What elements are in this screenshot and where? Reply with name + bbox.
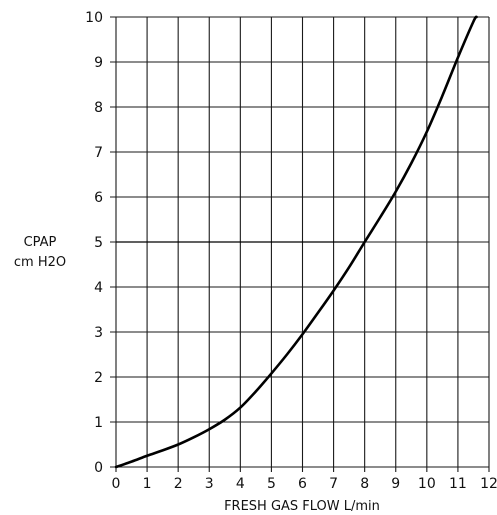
cpap-curve-line-0 [114, 15, 478, 469]
y-tick-label-0: 0 [94, 460, 103, 476]
x-tick-labels: 0 1 2 3 4 5 6 7 8 9 10 11 12 [112, 476, 497, 492]
x-tick-label-12: 12 [480, 476, 497, 492]
x-tick-label-10: 10 [418, 476, 436, 492]
grid-layer [110, 16, 490, 472]
x-tick-label-3: 3 [205, 476, 214, 492]
x-axis-title: FRESH GAS FLOW L/min [224, 499, 380, 514]
y-tick-label-2: 2 [94, 370, 103, 386]
y-tick-label-6: 6 [94, 190, 103, 206]
x-tick-label-11: 11 [449, 476, 467, 492]
y-tick-label-8: 8 [94, 100, 103, 116]
x-tick-label-8: 8 [360, 476, 369, 492]
y-tick-label-7: 7 [94, 145, 103, 161]
y-axis-title-line-1: CPAP [24, 235, 57, 250]
x-tick-label-4: 4 [236, 476, 245, 492]
y-tick-label-10: 10 [85, 10, 103, 26]
x-tick-label-0: 0 [112, 476, 121, 492]
series-layer [114, 15, 478, 469]
x-tick-label-2: 2 [174, 476, 183, 492]
x-tick-label-6: 6 [298, 476, 307, 492]
y-tick-label-9: 9 [94, 55, 103, 71]
y-tick-label-3: 3 [94, 325, 103, 341]
x-tick-label-9: 9 [391, 476, 400, 492]
x-tick-label-7: 7 [329, 476, 338, 492]
y-tick-label-1: 1 [94, 415, 103, 431]
x-tick-label-1: 1 [143, 476, 152, 492]
y-tick-label-5: 5 [94, 235, 103, 251]
x-tick-label-5: 5 [267, 476, 276, 492]
y-tick-labels: 0 1 2 3 4 5 6 7 8 9 10 [85, 10, 103, 476]
y-tick-label-4: 4 [94, 280, 103, 296]
y-axis-title-line-2: cm H2O [14, 255, 66, 270]
